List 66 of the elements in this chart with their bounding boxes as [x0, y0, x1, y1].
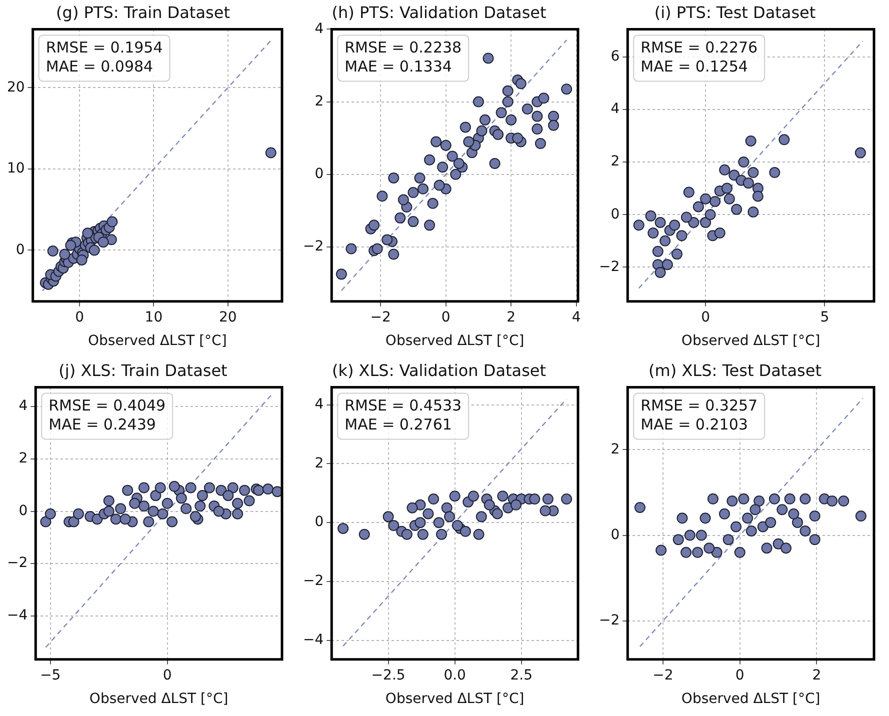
y-tick-label: 2 — [610, 441, 620, 458]
chart-title: (i) PTS: Test Dataset — [654, 2, 816, 22]
x-tick-label: −2.5 — [371, 667, 406, 684]
annotation: RMSE = 0.2238 — [344, 38, 462, 57]
x-tick-label: 20 — [218, 309, 237, 326]
annotation: MAE = 0.1254 — [640, 58, 748, 76]
x-tick-label: 0 — [162, 667, 172, 684]
y-tick-label: 0 — [610, 526, 620, 543]
annotation: RMSE = 0.1954 — [46, 38, 163, 57]
chart-title: (j) XLS: Train Dataset — [58, 360, 228, 380]
chart-title: (k) XLS: Validation Dataset — [332, 360, 546, 380]
y-tick-label: 2 — [18, 450, 28, 467]
y-tick-label: 0 — [16, 242, 25, 258]
y-tick-label: 4 — [18, 398, 28, 414]
chart-title: (g) PTS: Train Dataset — [56, 2, 230, 22]
y-tick-label: 4 — [610, 101, 620, 118]
x-tick-label: 0 — [735, 667, 744, 684]
x-tick-label: 0 — [75, 309, 84, 326]
y-tick-label: 0 — [18, 502, 28, 519]
y-tick-label: 0 — [314, 514, 324, 530]
x-tick-label: −2 — [370, 309, 391, 326]
x-axis-title: Observed ΔLST [°C] — [89, 691, 228, 708]
x-tick-label: 0 — [441, 309, 450, 326]
y-tick-label: 20 — [6, 79, 25, 96]
x-axis-title: Observed ΔLST [°C] — [681, 691, 820, 708]
x-tick-label: 2 — [506, 309, 516, 326]
x-tick-label: −5 — [40, 667, 61, 684]
x-tick-label: 5 — [820, 309, 830, 326]
annotation: MAE = 0.1334 — [344, 58, 452, 76]
y-tick-label: 6 — [610, 48, 620, 64]
annotation: MAE = 0.2439 — [48, 416, 156, 434]
y-tick-label: −2 — [6, 555, 28, 572]
y-tick-label: 2 — [314, 455, 324, 472]
y-tick-label: −4 — [6, 608, 28, 624]
y-tick-label: −2 — [302, 238, 324, 255]
x-tick-label: 0 — [701, 309, 710, 326]
annotation: MAE = 0.2103 — [640, 416, 748, 434]
chart-title: (h) PTS: Validation Dataset — [332, 2, 546, 22]
x-tick-label: −2 — [652, 667, 674, 684]
x-tick-label: 0.0 — [444, 667, 466, 684]
annotation: RMSE = 0.3257 — [640, 396, 758, 415]
y-tick-label: 0 — [610, 206, 620, 222]
x-tick-label: 10 — [144, 309, 163, 326]
x-axis-title: Observed ΔLST [°C] — [385, 333, 524, 350]
annotation: MAE = 0.0984 — [46, 58, 154, 76]
x-tick-label: 2 — [812, 667, 822, 684]
x-tick-label: 4 — [572, 309, 581, 326]
annotation: RMSE = 0.2276 — [640, 38, 758, 57]
x-tick-label: 2.5 — [510, 667, 532, 684]
y-tick-label: 4 — [314, 396, 324, 412]
y-tick-label: 2 — [610, 154, 620, 170]
y-tick-label: 10 — [6, 160, 25, 177]
annotation: RMSE = 0.4533 — [344, 396, 462, 415]
x-axis-title: Observed ΔLST [°C] — [385, 691, 524, 708]
y-tick-label: −4 — [302, 632, 324, 648]
y-tick-label: 2 — [314, 93, 324, 110]
chart-title: (m) XLS: Test Dataset — [648, 360, 822, 380]
y-tick-label: 0 — [314, 166, 324, 182]
x-axis-title: Observed ΔLST [°C] — [88, 333, 227, 350]
y-tick-label: −2 — [598, 612, 620, 629]
y-tick-label: −2 — [302, 573, 324, 590]
annotation: MAE = 0.2761 — [344, 416, 452, 434]
annotation: RMSE = 0.4049 — [48, 396, 166, 415]
y-tick-label: 4 — [314, 20, 324, 37]
y-tick-label: −2 — [598, 258, 620, 275]
x-axis-title: Observed ΔLST [°C] — [681, 333, 820, 350]
